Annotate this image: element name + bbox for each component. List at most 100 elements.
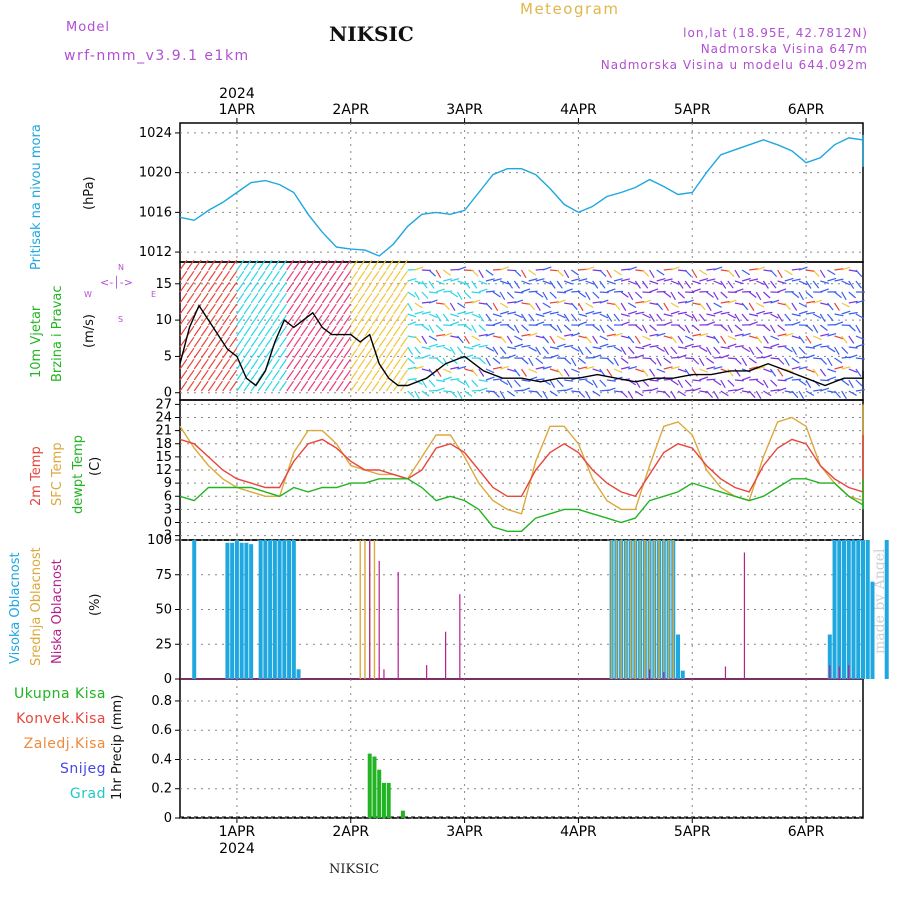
wind-barb <box>364 369 373 381</box>
wind-barb <box>535 291 544 298</box>
wind-barb <box>364 270 373 282</box>
wind-barb <box>805 379 812 389</box>
wind-barb <box>706 291 715 298</box>
wind-barb <box>193 314 202 326</box>
wind-barb <box>798 280 808 286</box>
wind-barb <box>570 269 580 276</box>
wind-barb <box>848 300 858 304</box>
wind-barb <box>564 344 574 348</box>
cloud-low-bar <box>838 666 840 679</box>
wind-barb <box>193 281 202 293</box>
wind-barb <box>705 346 712 356</box>
wind-barb <box>713 302 722 308</box>
wind-barb <box>827 277 837 282</box>
pressure-ytick-label: 1020 <box>139 166 172 181</box>
wind-barb <box>535 278 545 282</box>
cloud-high-bar <box>851 540 856 679</box>
wind-barb <box>193 336 202 348</box>
wind-barb <box>378 380 387 392</box>
wind-barb <box>464 335 470 344</box>
wind-barb <box>585 390 591 400</box>
wind-barb <box>549 390 558 397</box>
wind-barb <box>677 335 684 344</box>
wind-barb <box>620 302 627 311</box>
pressure-panel: 1012 1016 1020 1024 <box>139 122 864 263</box>
wind-barb <box>713 390 719 400</box>
wind-barb <box>521 387 531 392</box>
wind-barb <box>585 379 594 386</box>
wind-barb <box>357 369 366 381</box>
wind-barb <box>798 335 805 344</box>
wind-barb <box>720 291 728 299</box>
wind-barb <box>628 366 638 370</box>
wind-barb <box>250 336 259 348</box>
wind-barb <box>606 387 616 392</box>
wind-barb <box>336 369 344 381</box>
wind-barb <box>343 303 352 315</box>
wind-barb <box>563 357 572 365</box>
wind-barb <box>841 346 849 354</box>
wind-barb <box>385 281 394 293</box>
wind-barb <box>236 369 245 381</box>
wind-barb <box>635 354 645 359</box>
wind-barb <box>457 266 467 271</box>
wind-barb <box>741 269 750 276</box>
wind-barb <box>663 302 670 311</box>
wind-barb <box>784 269 793 276</box>
wind-barb <box>485 376 495 381</box>
wind-barb <box>264 281 273 293</box>
wind-barb <box>848 346 858 349</box>
wind-barb <box>670 291 676 301</box>
wind-barb <box>264 347 273 359</box>
wind-barb <box>571 332 581 337</box>
wind-barb <box>513 280 521 289</box>
wind-barb <box>236 281 245 293</box>
wind-barb <box>400 281 408 293</box>
wind-barb <box>813 299 822 304</box>
wind-barb <box>763 346 773 349</box>
wind-barb <box>848 354 858 359</box>
wind-barb <box>407 378 417 381</box>
wind-barb <box>336 336 344 348</box>
wind-barb <box>478 313 485 322</box>
cloud-low-bar <box>829 665 831 679</box>
wind-barb <box>663 278 673 282</box>
wind-barb <box>186 358 195 370</box>
wind-barb <box>392 347 401 359</box>
wind-barb <box>250 281 259 293</box>
wind-barb <box>364 303 373 315</box>
wind-barb <box>734 387 744 392</box>
compass-cross-icon: <-│-> <box>100 276 133 289</box>
model-altitude: Nadmorska Visina u modelu 644.092m <box>600 58 868 72</box>
wind-barb <box>271 325 280 337</box>
wind-barb <box>663 357 672 364</box>
wind-barb <box>620 366 630 370</box>
temp-ytick-label: 9 <box>164 476 172 491</box>
wind-barb <box>578 321 588 326</box>
wind-barb <box>279 314 287 326</box>
wind-barb <box>428 291 439 294</box>
wind-barb <box>378 336 387 348</box>
wind-barb <box>549 335 556 344</box>
wind-barb <box>435 280 445 285</box>
wind-barb <box>620 390 628 398</box>
wind-barb <box>328 292 337 304</box>
wind-barb <box>670 379 679 386</box>
wind-barb <box>692 387 701 392</box>
wind-barb <box>222 314 231 326</box>
wind-barb <box>200 281 209 293</box>
wind-barb <box>385 325 394 337</box>
wind-barb <box>279 259 287 271</box>
wind-barb <box>499 346 507 355</box>
wind-barb <box>706 321 716 326</box>
wind-barb <box>464 280 471 289</box>
wind-barb <box>642 269 650 277</box>
wind-barb <box>286 369 295 381</box>
wind-barb <box>820 379 830 382</box>
wind-barb <box>243 325 252 337</box>
wind-barb <box>257 325 266 337</box>
wind-barb <box>485 332 495 337</box>
wind-barb <box>293 314 302 326</box>
wind-barb <box>756 302 765 308</box>
wind-barb <box>734 345 744 348</box>
